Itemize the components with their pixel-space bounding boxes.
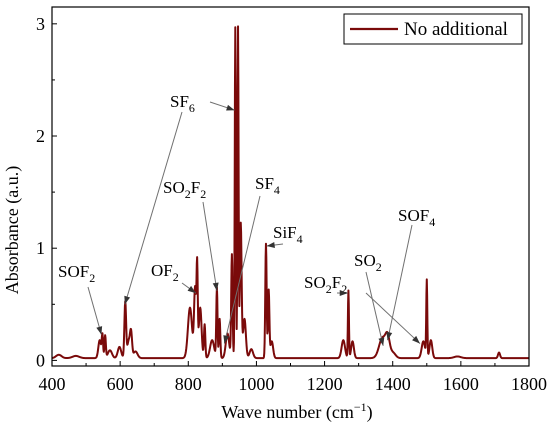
y-tick-label: 1 — [36, 238, 45, 258]
annotation-arrowhead — [266, 242, 275, 248]
x-tick-label: 1400 — [375, 374, 411, 394]
y-axis-label: Absorbance (a.u.) — [2, 166, 23, 294]
annotation-arrowhead — [339, 290, 348, 297]
annotation-leader — [202, 201, 218, 291]
y-tick-label: 3 — [36, 14, 45, 34]
annotation-leader — [87, 286, 102, 335]
annotation-leader — [223, 195, 261, 344]
x-tick-label: 1200 — [307, 374, 343, 394]
annotation-leader — [365, 292, 421, 344]
x-axis-label-tail: ) — [367, 402, 373, 423]
annotation-label-sf4: SF4 — [255, 174, 280, 197]
y-tick-label: 2 — [36, 126, 45, 146]
x-tick-label: 600 — [107, 374, 134, 394]
x-tick-label: 1800 — [511, 374, 547, 394]
series-line-0 — [51, 25, 530, 360]
annotation-label-so2f2-mid: SO2F2 — [163, 178, 206, 201]
annotations: SOF2 OF2 SO2F2 SF6 SF4 SiF4 SO2F2 SO2 SOF4 — [58, 92, 435, 346]
axis-ticks: 400 600 800 1000 1200 1400 1600 1800 0 1 2 3 — [36, 14, 547, 394]
annotation-leader — [124, 111, 183, 305]
annotation-arrowhead — [412, 335, 420, 344]
annotation-arrowhead — [378, 337, 385, 346]
x-tick-label: 400 — [39, 374, 66, 394]
x-tick-label: 1600 — [443, 374, 479, 394]
annotation-label-so2: SO2 — [354, 251, 382, 274]
annotation-arrowhead — [223, 335, 230, 344]
annotation-arrowhead — [96, 326, 103, 335]
x-axis-label: Wave number (cm−1) — [221, 400, 372, 423]
annotation-label-so2f2-right: SO2F2 — [304, 273, 347, 296]
annotation-leader — [365, 271, 384, 346]
annotation-label-sof2-left: SOF2 — [58, 262, 95, 285]
annotation-arrowhead — [212, 282, 219, 291]
annotation-arrowhead — [187, 285, 196, 294]
plot-area — [51, 25, 530, 360]
annotation-label-sof4: SOF4 — [398, 206, 435, 229]
x-axis-label-exponent: −1 — [354, 400, 367, 414]
y-tick-label: 0 — [36, 350, 45, 370]
annotation-label-sif4: SiF4 — [273, 223, 303, 246]
annotation-leader — [387, 224, 413, 341]
annotation-arrowhead — [226, 104, 235, 111]
x-tick-label: 800 — [175, 374, 202, 394]
annotation-label-of2: OF2 — [151, 261, 179, 284]
x-axis-label-main: Wave number (cm — [221, 402, 354, 423]
legend-label: No additional — [404, 19, 508, 40]
annotation-arrowhead — [386, 331, 393, 341]
plot-frame — [51, 6, 530, 367]
legend: No additional — [343, 13, 523, 45]
annotation-arrowhead — [124, 295, 131, 305]
annotation-label-sf6: SF6 — [170, 92, 195, 115]
x-tick-label: 1000 — [238, 374, 274, 394]
